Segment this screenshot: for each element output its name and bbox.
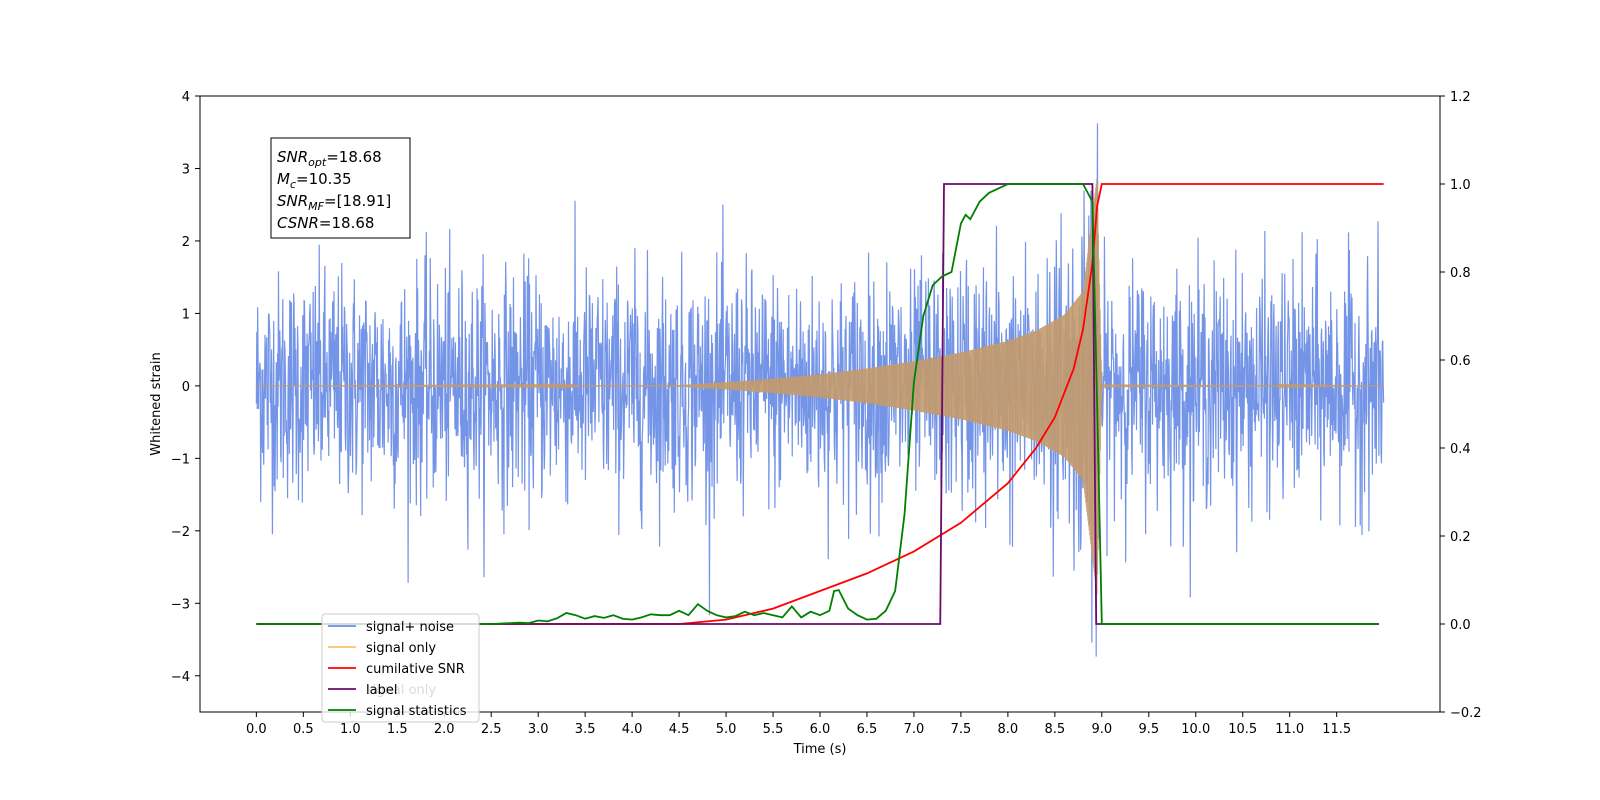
y2-tick-label: 0.4 (1450, 442, 1471, 457)
y2-tick-label: −0.2 (1450, 706, 1482, 721)
y-tick-label: 3 (182, 162, 190, 177)
x-tick-label: 7.5 (951, 722, 972, 737)
x-tick-label: 1.5 (387, 722, 408, 737)
y-tick-label: −4 (171, 670, 190, 685)
x-tick-label: 7.0 (904, 722, 925, 737)
x-tick-label: 8.5 (1045, 722, 1066, 737)
x-tick-label: 10.5 (1228, 722, 1257, 737)
series-signal-only-line (256, 178, 1384, 596)
legend-label: label (366, 683, 397, 698)
x-tick-label: 1.0 (340, 722, 361, 737)
y-tick-label: 4 (182, 90, 190, 105)
y-tick-label: 1 (182, 307, 190, 322)
x-tick-label: 2.5 (481, 722, 502, 737)
x-tick-label: 0.5 (293, 722, 314, 737)
x-tick-label: 4.0 (622, 722, 643, 737)
annotation-line: SNRopt=18.68 (277, 148, 382, 169)
x-tick-label: 2.0 (434, 722, 455, 737)
x-tick-label: 3.0 (528, 722, 549, 737)
annotation-frame (270, 137, 411, 239)
x-axis: 0.0 0.5 1.0 1.5 2.0 2.5 3.0 3.5 4.0 4.5 5.0 5.5 6.0 6… (246, 712, 1351, 737)
series-layer (255, 123, 1385, 657)
y2-tick-label: 0.8 (1450, 266, 1471, 281)
x-tick-label: 11.0 (1275, 722, 1304, 737)
x-tick-label: 6.5 (857, 722, 878, 737)
legend-label: cumilative SNR (366, 662, 465, 677)
y2-tick-label: 1.2 (1450, 90, 1471, 105)
y-axis-left: −4 −3 −2 −1 0 1 2 3 4 (171, 90, 200, 685)
legend-label: signal only (366, 641, 436, 656)
annotation-line: CSNR=18.68 (277, 214, 374, 232)
y-axis-right: −0.2 0.0 0.2 0.4 0.6 0.8 1.0 1.2 (1440, 90, 1482, 721)
stats-annotation-box: SNRopt=18.68Mc=10.35SNRMF=[18.91]CSNR=18… (270, 137, 411, 239)
annotation-line: SNRMF=[18.91] (277, 192, 391, 213)
x-tick-label: 6.0 (810, 722, 831, 737)
x-tick-label: 9.5 (1138, 722, 1159, 737)
x-tick-label: 9.0 (1091, 722, 1112, 737)
x-tick-label: 8.0 (998, 722, 1019, 737)
y-tick-label: −3 (171, 597, 190, 612)
legend-occluded-label: signal only (366, 683, 436, 698)
legend-label: signal+ noise (366, 620, 454, 635)
x-tick-label: 3.5 (575, 722, 596, 737)
legend-label: signal statistics (366, 704, 467, 719)
legend-frame (321, 613, 480, 723)
x-tick-label: 10.0 (1181, 722, 1210, 737)
y2-tick-label: 0.6 (1450, 354, 1471, 369)
y-axis-label: Whitened strain (149, 352, 164, 455)
y-tick-label: 0 (182, 380, 190, 395)
y-tick-label: −2 (171, 525, 190, 540)
annotation-line: Mc=10.35 (277, 170, 352, 191)
series-signal-statistics-line (256, 183, 1379, 625)
y2-tick-label: 0.0 (1450, 618, 1471, 633)
y2-tick-label: 1.0 (1450, 178, 1471, 193)
x-tick-label: 0.0 (246, 722, 267, 737)
x-tick-label: 11.5 (1322, 722, 1351, 737)
legend: signal+ noise signal only cumilative SNR la… (321, 613, 480, 723)
y-tick-label: 2 (182, 235, 190, 250)
x-tick-label: 5.0 (716, 722, 737, 737)
x-axis-label: Time (s) (793, 742, 847, 757)
y-tick-label: −1 (171, 452, 190, 467)
x-tick-label: 5.5 (763, 722, 784, 737)
y2-tick-label: 0.2 (1450, 530, 1471, 545)
x-tick-label: 4.5 (669, 722, 690, 737)
